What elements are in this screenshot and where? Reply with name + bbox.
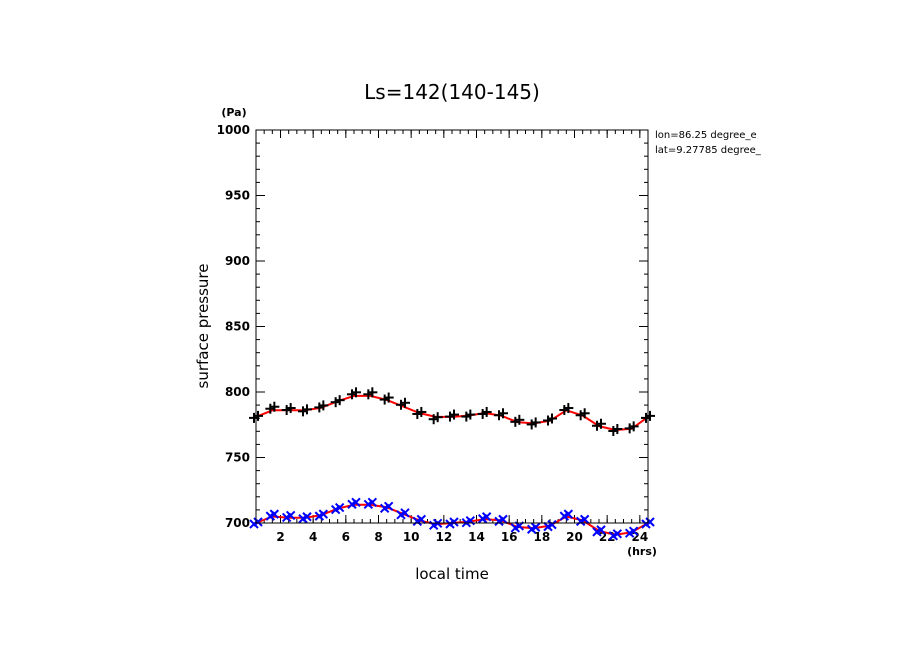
data-point — [579, 514, 590, 525]
y-tick-label: 700 — [225, 516, 250, 530]
data-point — [400, 397, 410, 408]
data-point — [547, 519, 557, 530]
series-3 — [249, 497, 655, 541]
data-point — [498, 408, 508, 419]
x-tick-label: 2 — [276, 530, 284, 544]
data-point — [334, 395, 345, 406]
data-point — [514, 414, 525, 425]
data-point — [383, 392, 394, 403]
y-tick-label: 900 — [225, 254, 250, 268]
y-axis-label: surface pressure — [194, 264, 212, 389]
data-point — [302, 512, 312, 522]
data-point — [498, 514, 508, 525]
annotation-clip — [779, 128, 819, 158]
data-point — [351, 497, 361, 508]
data-point — [400, 508, 410, 518]
y-tick-label: 850 — [225, 320, 250, 334]
data-point — [645, 410, 655, 421]
data-point — [465, 409, 476, 420]
x-tick-label: 12 — [435, 530, 452, 544]
data-point — [596, 418, 606, 429]
data-point — [645, 517, 655, 527]
series-layer — [249, 387, 655, 541]
data-point — [596, 525, 606, 535]
data-point — [416, 514, 427, 525]
y-unit-label: (Pa) — [221, 106, 246, 119]
data-point — [449, 517, 459, 527]
data-point — [579, 408, 590, 419]
data-point — [334, 502, 345, 513]
data-point — [416, 406, 427, 417]
x-tick-label: 8 — [374, 530, 382, 544]
x-axis-label: local time — [415, 565, 489, 583]
y-tick-label: 800 — [225, 385, 250, 399]
y-tick-label: 1000 — [217, 123, 250, 137]
x-tick-label: 4 — [309, 530, 317, 544]
annotation-lon: lon=86.25 degree_e — [655, 130, 757, 141]
data-point — [628, 421, 639, 432]
data-point — [285, 510, 296, 521]
x-tick-label: 20 — [566, 530, 583, 544]
data-point — [269, 401, 280, 412]
data-point — [285, 403, 296, 414]
data-point — [367, 497, 378, 508]
data-point — [318, 400, 329, 411]
data-point — [530, 417, 541, 428]
data-point — [351, 387, 361, 398]
data-point — [612, 529, 623, 539]
x-tick-label: 6 — [342, 530, 350, 544]
y-tick-label: 750 — [225, 451, 250, 465]
plot-frame — [255, 129, 649, 524]
y-tick-label: 950 — [225, 189, 250, 203]
data-point — [253, 410, 263, 421]
data-point — [481, 512, 492, 522]
data-point — [612, 423, 623, 434]
x-tick-label: 16 — [501, 530, 518, 544]
series-1 — [249, 387, 655, 436]
data-point — [547, 413, 557, 424]
data-point — [367, 387, 378, 398]
data-point — [628, 526, 639, 536]
x-unit-label: (hrs) — [627, 545, 657, 558]
data-point — [269, 509, 280, 519]
data-point — [530, 522, 541, 532]
data-point — [318, 509, 329, 519]
annotation-lat: lat=9.27785 degree_ — [655, 145, 762, 156]
x-tick-label: 18 — [533, 530, 550, 544]
data-point — [302, 404, 312, 415]
data-point — [563, 509, 574, 519]
data-point — [432, 412, 443, 423]
data-point — [253, 517, 263, 527]
x-tick-label: 14 — [468, 530, 485, 544]
data-point — [563, 403, 574, 414]
axis-ticks: 2 4 6 8 10 12 14 16 18 20 22 2470075080085090095010… — [217, 123, 649, 544]
chart-title: Ls=142(140-145) — [364, 80, 540, 104]
x-tick-label: 10 — [403, 530, 420, 544]
data-point — [481, 406, 492, 417]
data-point — [383, 501, 394, 511]
data-point — [449, 409, 459, 420]
